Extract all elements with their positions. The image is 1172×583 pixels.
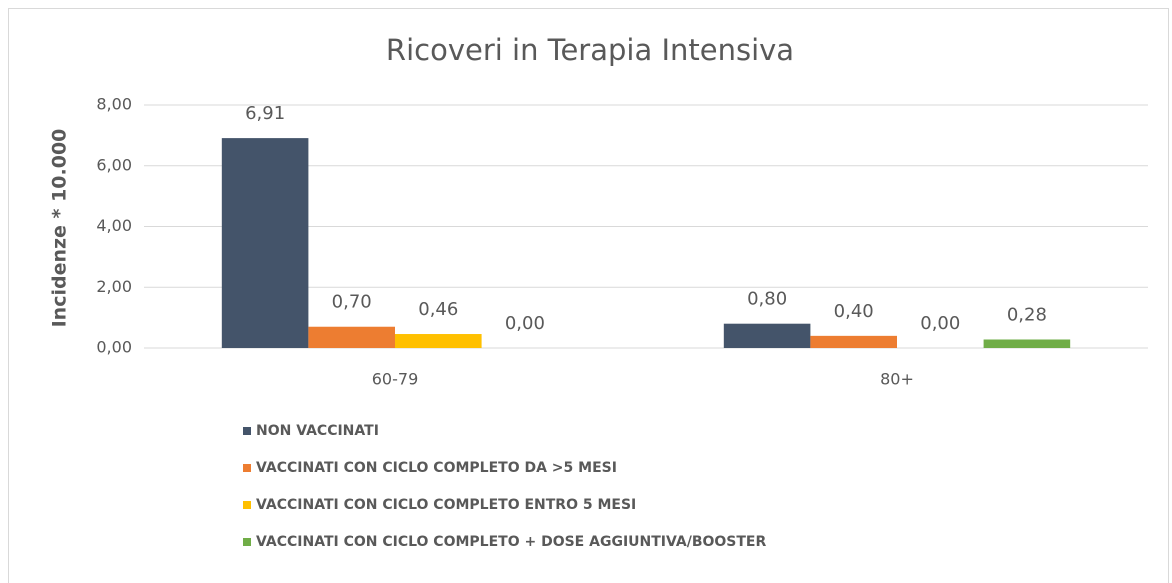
chart-border: [8, 8, 1169, 583]
bar: [810, 335, 897, 348]
x-tick-label: 60-79: [372, 370, 419, 389]
legend-label: VACCINATI CON CICLO COMPLETO + DOSE AGGI…: [256, 534, 766, 550]
data-label: 0,00: [920, 313, 960, 334]
bar: [395, 334, 482, 348]
legend-swatch: [243, 427, 251, 435]
legend-swatch: [243, 501, 251, 509]
data-label: 0,46: [418, 299, 458, 320]
legend-swatch: [243, 464, 251, 472]
y-tick-label: 2,00: [96, 277, 132, 296]
data-label: 0,80: [747, 289, 787, 310]
y-tick-label: 6,00: [96, 155, 132, 174]
x-tick-label: 80+: [880, 370, 914, 389]
legend-label: VACCINATI CON CICLO COMPLETO DA >5 MESI: [256, 460, 617, 476]
data-label: 0,28: [1007, 304, 1047, 325]
chart-title: Ricoveri in Terapia Intensiva: [386, 33, 794, 67]
y-tick-label: 0,00: [96, 338, 132, 357]
bar: [723, 323, 811, 348]
y-tick-label: 8,00: [96, 95, 132, 114]
y-axis-label: Incidenze * 10.000: [49, 129, 71, 328]
data-label: 6,91: [245, 103, 285, 124]
legend-swatch: [243, 538, 251, 546]
legend-label: NON VACCINATI: [256, 423, 379, 439]
bar: [308, 326, 395, 348]
legend-label: VACCINATI CON CICLO COMPLETO ENTRO 5 MES…: [256, 497, 636, 513]
data-label: 0,70: [332, 292, 372, 313]
y-tick-label: 4,00: [96, 216, 132, 235]
bar: [983, 339, 1071, 348]
data-label: 0,00: [505, 313, 545, 334]
bar: [221, 138, 309, 348]
data-label: 0,40: [834, 301, 874, 322]
